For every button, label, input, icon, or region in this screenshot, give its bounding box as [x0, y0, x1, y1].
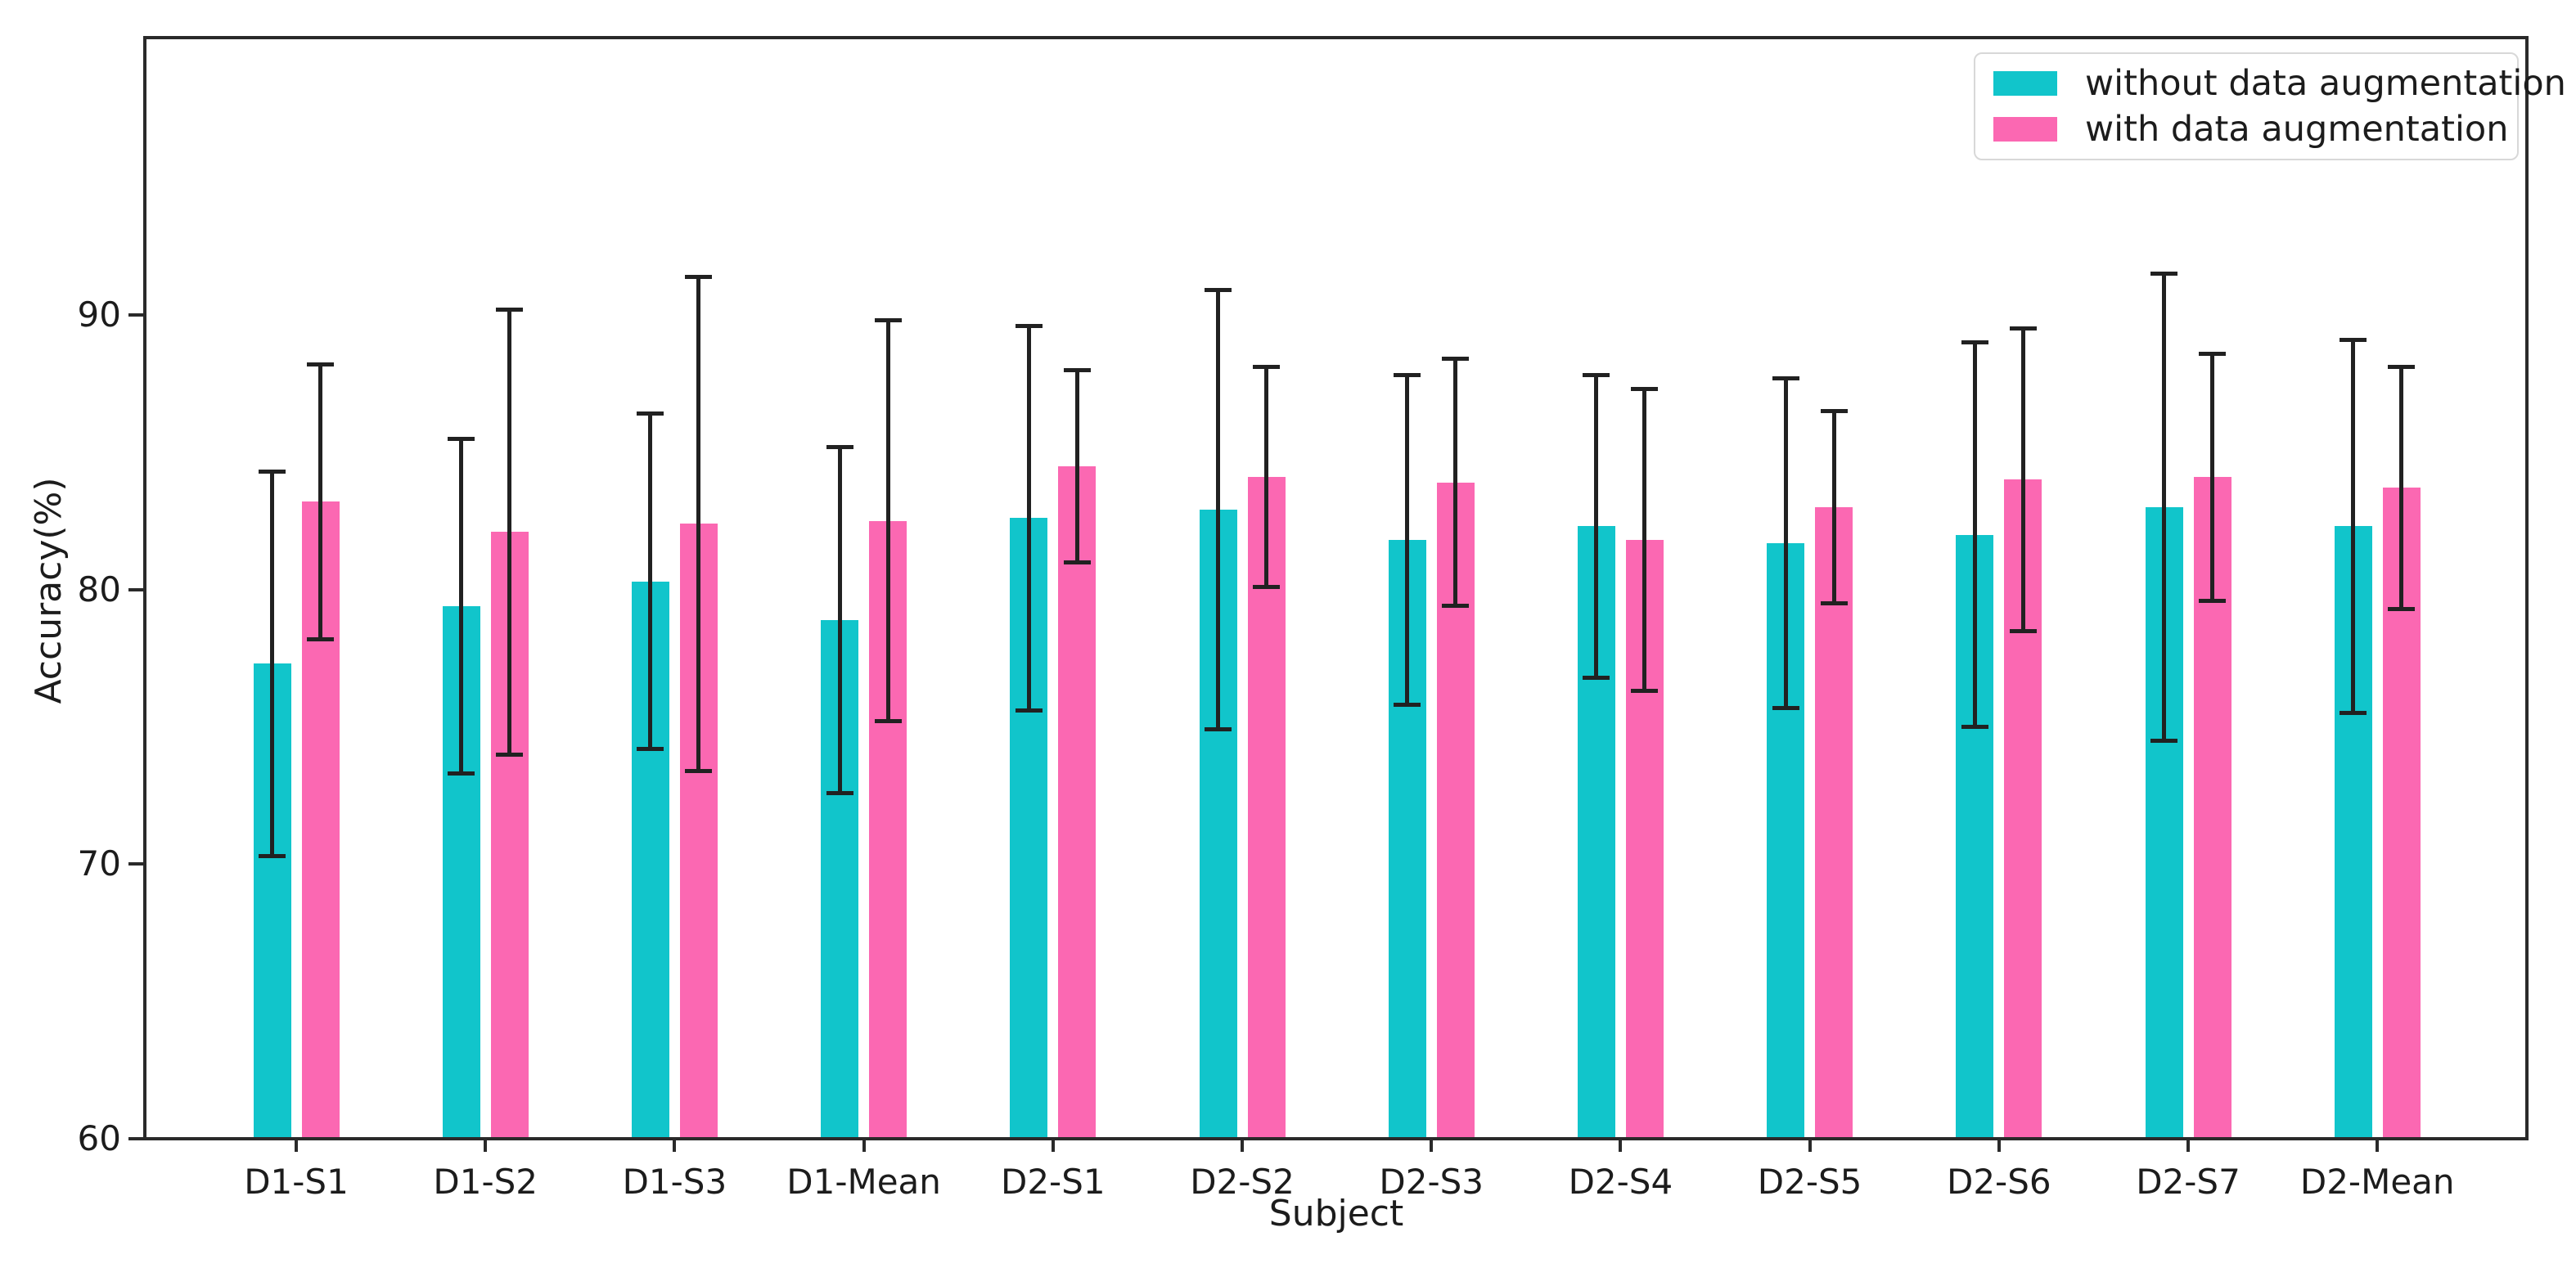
legend-label: without data augmentation: [2085, 63, 2566, 104]
error-bar-cap-D1-S3-0-top: [637, 411, 664, 416]
error-bar-D1-Mean-1: [885, 320, 890, 722]
error-bar-cap-D2-S3-1-bottom: [1442, 604, 1470, 609]
error-bar-cap-D2-S5-0-top: [1772, 375, 1799, 380]
error-bar-cap-D2-S5-0-bottom: [1772, 705, 1799, 710]
error-bar-D2-S7-0: [2162, 273, 2166, 741]
error-bar-D1-Mean-0: [837, 447, 842, 794]
error-bar-cap-D2-S4-0-top: [1583, 373, 1610, 378]
error-bar-cap-D2-S3-0-top: [1394, 373, 1421, 378]
error-bar-cap-D2-S4-0-bottom: [1583, 675, 1610, 680]
legend: without data augmentation with data augm…: [1974, 52, 2566, 160]
legend-item-without-data-augmentation: without data augmentation: [1993, 63, 2566, 104]
legend-item-with-data-augmentation: with data augmentation: [1993, 109, 2509, 150]
error-bar-cap-D1-S3-0-bottom: [637, 746, 664, 751]
error-bar-cap-D1-Mean-1-top: [874, 318, 902, 323]
error-bar-cap-D2-S6-1-top: [2009, 326, 2037, 331]
error-bar-D2-Mean-1: [2399, 366, 2404, 609]
error-bar-cap-D2-S2-1-bottom: [1253, 584, 1280, 589]
error-bar-D2-S4-0: [1594, 375, 1599, 678]
error-bar-D1-S2-1: [507, 309, 512, 755]
error-bar-cap-D2-S4-1-top: [1631, 387, 1659, 392]
error-bar-cap-D1-S3-1-top: [685, 274, 713, 279]
error-bar-cap-D1-S1-1-top: [307, 362, 334, 366]
error-bar-D1-S3-1: [696, 277, 701, 771]
error-bar-cap-D1-S1-1-bottom: [307, 636, 334, 641]
error-bar-cap-D2-S7-1-top: [2199, 351, 2226, 356]
error-bar-cap-D2-Mean-0-bottom: [2340, 711, 2367, 716]
error-bar-cap-D1-Mean-1-bottom: [874, 719, 902, 724]
error-bar-cap-D2-S3-1-top: [1442, 357, 1470, 362]
error-bar-D2-S5-0: [1783, 378, 1788, 708]
error-bar-cap-D2-S4-1-bottom: [1631, 689, 1659, 694]
legend-label: with data augmentation: [2085, 109, 2509, 150]
error-bar-cap-D2-S6-0-top: [1961, 340, 1988, 345]
error-bar-cap-D2-S3-0-bottom: [1394, 703, 1421, 708]
error-bar-D2-S2-1: [1264, 366, 1268, 587]
error-bar-cap-D1-S2-0-bottom: [448, 771, 475, 776]
legend-swatch-pink: [1993, 117, 2057, 142]
error-bar-D2-S5-1: [1831, 411, 1836, 604]
error-bar-D2-S6-0: [1972, 342, 1977, 727]
error-bar-cap-D1-S2-0-top: [448, 436, 475, 441]
error-bar-D2-S3-1: [1453, 358, 1458, 606]
error-bar-D1-S2-0: [459, 438, 464, 774]
error-bar-cap-D2-S1-1-top: [1063, 367, 1091, 372]
error-bar-cap-D2-S2-0-bottom: [1205, 727, 1232, 732]
error-bar-D2-S7-1: [2210, 353, 2214, 601]
error-bar-cap-D2-S7-1-bottom: [2199, 598, 2226, 603]
error-bar-cap-D1-S2-1-top: [496, 307, 524, 312]
bar-D2-S1-with-aug: [1058, 465, 1097, 1140]
error-bar-D2-S1-0: [1026, 326, 1031, 711]
error-bar-cap-D2-S6-1-bottom: [2009, 628, 2037, 633]
error-bar-cap-D1-S1-0-top: [259, 469, 286, 474]
error-bar-D2-Mean-0: [2351, 339, 2356, 713]
error-bar-cap-D1-S1-0-bottom: [259, 853, 286, 858]
error-bar-cap-D2-S2-0-top: [1205, 288, 1232, 293]
error-bar-cap-D2-S7-0-bottom: [2150, 738, 2177, 743]
error-bar-cap-D2-S5-1-bottom: [1820, 600, 1848, 605]
error-bar-D2-S4-1: [1642, 389, 1647, 691]
error-bar-cap-D2-S1-1-bottom: [1063, 560, 1091, 564]
error-bar-D2-S1-1: [1074, 370, 1079, 563]
error-bar-cap-D1-S2-1-bottom: [496, 752, 524, 757]
error-bar-cap-D2-Mean-0-top: [2340, 337, 2367, 342]
error-bar-D2-S6-1: [2020, 328, 2025, 632]
error-bar-cap-D2-S1-0-top: [1015, 323, 1043, 328]
bar-D2-S5-with-aug: [1815, 506, 1853, 1140]
error-bar-cap-D2-S2-1-top: [1253, 365, 1280, 370]
error-bar-D1-S1-0: [270, 471, 274, 857]
legend-swatch-cyan: [1993, 71, 2057, 96]
error-bar-cap-D1-S3-1-bottom: [685, 768, 713, 773]
error-bar-cap-D1-Mean-0-bottom: [826, 790, 853, 795]
error-bar-cap-D2-S1-0-bottom: [1015, 708, 1043, 713]
error-bar-cap-D2-Mean-1-top: [2388, 365, 2416, 370]
error-bar-cap-D2-Mean-1-bottom: [2388, 606, 2416, 611]
error-bar-cap-D2-S5-1-top: [1820, 408, 1848, 413]
error-bar-cap-D2-S6-0-bottom: [1961, 725, 1988, 729]
error-bar-cap-D1-Mean-0-top: [826, 444, 853, 449]
error-bar-D2-S3-0: [1405, 375, 1410, 705]
error-bar-D2-S2-0: [1216, 290, 1220, 730]
error-bar-cap-D2-S7-0-top: [2150, 272, 2177, 277]
error-bar-D1-S3-0: [648, 413, 653, 749]
error-bar-D1-S1-1: [318, 364, 322, 640]
